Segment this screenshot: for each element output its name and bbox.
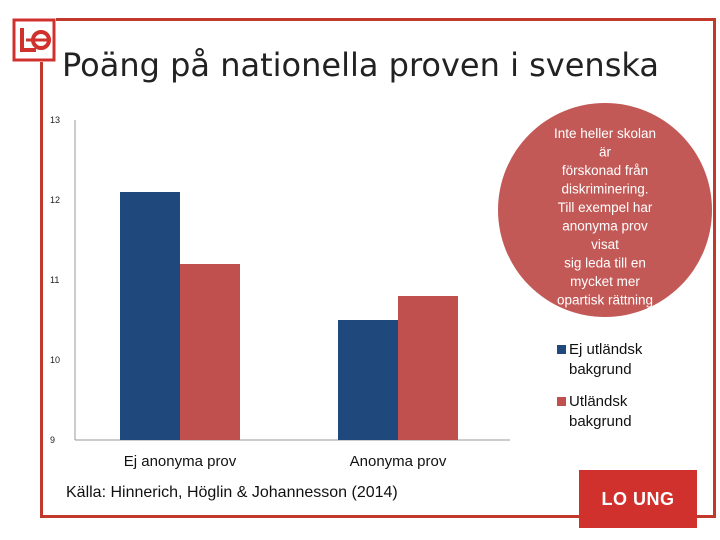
slide-frame-top — [40, 18, 716, 21]
callout-bubble — [498, 103, 712, 317]
y-tick-label: 11 — [50, 275, 59, 285]
slide-frame-left — [40, 18, 43, 518]
callout-text-line: anonyma prov — [562, 219, 648, 234]
lo-ung-badge: LO UNG — [579, 470, 697, 528]
y-tick-label: 13 — [50, 115, 60, 125]
callout-text-line: är — [599, 145, 612, 160]
slide-title: Poäng på nationella proven i svenska — [62, 46, 659, 84]
legend-label: bakgrund — [569, 413, 632, 430]
bar — [180, 264, 240, 440]
legend-swatch — [557, 345, 566, 354]
callout-text-line: sig leda till en — [564, 256, 646, 271]
y-tick-label: 9 — [50, 435, 55, 445]
callout-text-line: visat — [591, 237, 619, 252]
lo-logo-icon — [12, 18, 56, 62]
x-category-label: Anonyma prov — [350, 453, 447, 470]
bar — [338, 320, 398, 440]
bar — [398, 296, 458, 440]
source-citation: Källa: Hinnerich, Höglin & Johannesson (… — [66, 484, 398, 501]
callout-text-line: förskonad från — [562, 163, 648, 178]
legend-swatch — [557, 397, 566, 406]
callout-text-line: diskriminering. — [561, 182, 648, 197]
bar — [120, 192, 180, 440]
legend-label: bakgrund — [569, 361, 632, 378]
callout-text-line: opartisk rättning — [557, 293, 653, 308]
y-tick-label: 12 — [50, 195, 60, 205]
legend-label: Utländsk — [569, 393, 628, 410]
callout-text-line: mycket mer — [570, 274, 640, 289]
x-category-label: Ej anonyma prov — [124, 453, 237, 470]
legend-label: Ej utländsk — [569, 341, 643, 358]
callout-text-line: Inte heller skolan — [554, 126, 656, 141]
slide-frame — [40, 18, 716, 518]
y-tick-label: 10 — [50, 355, 60, 365]
callout-text-line: Till exempel har — [558, 200, 653, 215]
